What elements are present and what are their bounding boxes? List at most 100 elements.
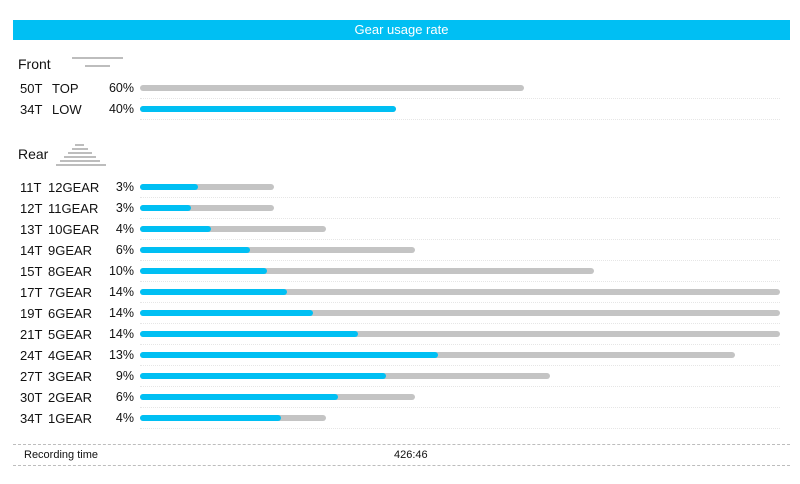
- usage-bar: [140, 226, 326, 232]
- usage-percent: 3%: [115, 201, 134, 215]
- gear-label: 10GEAR: [48, 222, 100, 237]
- recording-time-label: Recording time: [24, 449, 98, 461]
- teeth-label: 15T: [20, 264, 43, 279]
- gear-label: 1GEAR: [48, 411, 93, 426]
- rear-gear-row: 15T 8GEAR 10%: [0, 261, 800, 282]
- teeth-label: 17T: [20, 285, 43, 300]
- header-title: Gear usage rate: [13, 20, 790, 40]
- usage-percent: 40%: [108, 102, 134, 116]
- gear-label: 11GEAR: [48, 201, 99, 216]
- usage-bar: [140, 310, 780, 316]
- row-guide: [140, 197, 780, 198]
- rear-gear-row: 19T 6GEAR 14%: [0, 303, 800, 324]
- usage-bar-fill: [140, 331, 358, 337]
- rear-gear-row: 21T 5GEAR 14%: [0, 324, 800, 345]
- usage-percent: 60%: [108, 81, 134, 95]
- front-gear-row: 50T TOP 60%: [0, 78, 800, 99]
- rear-gear-row: 11T 12GEAR 3%: [0, 177, 800, 198]
- usage-bar: [140, 415, 326, 421]
- gear-label: TOP: [52, 81, 79, 96]
- gear-label: 6GEAR: [48, 306, 93, 321]
- gear-label: 7GEAR: [48, 285, 93, 300]
- gear-label: 3GEAR: [48, 369, 93, 384]
- row-guide: [140, 386, 780, 387]
- usage-bar-fill: [140, 352, 438, 358]
- divider: [13, 465, 790, 466]
- teeth-label: 30T: [20, 390, 43, 405]
- usage-percent: 4%: [115, 222, 134, 236]
- usage-bar-fill: [140, 226, 211, 232]
- row-guide: [140, 260, 780, 261]
- gear-label: 4GEAR: [48, 348, 93, 363]
- usage-percent: 6%: [115, 390, 134, 404]
- teeth-label: 34T: [20, 102, 43, 117]
- rear-section-title: Rear: [18, 146, 49, 162]
- usage-bar: [140, 85, 524, 91]
- gear-label: 9GEAR: [48, 243, 93, 258]
- usage-bar: [140, 184, 274, 190]
- rear-gear-row: 27T 3GEAR 9%: [0, 366, 800, 387]
- rear-gear-row: 12T 11GEAR 3%: [0, 198, 800, 219]
- usage-bar: [140, 205, 274, 211]
- divider: [13, 444, 790, 445]
- usage-bar: [140, 106, 396, 112]
- usage-bar-fill: [140, 184, 198, 190]
- usage-bar-fill: [140, 247, 250, 253]
- rear-gear-row: 34T 1GEAR 4%: [0, 408, 800, 429]
- rear-gear-row: 13T 10GEAR 4%: [0, 219, 800, 240]
- teeth-label: 14T: [20, 243, 43, 258]
- usage-bar-fill: [140, 106, 396, 112]
- gear-label: 2GEAR: [48, 390, 93, 405]
- usage-bar: [140, 268, 594, 274]
- front-chainring-icon: [72, 57, 124, 69]
- row-guide: [140, 344, 780, 345]
- usage-percent: 3%: [115, 180, 134, 194]
- gear-label: LOW: [52, 102, 82, 117]
- teeth-label: 34T: [20, 411, 43, 426]
- row-guide: [140, 407, 780, 408]
- usage-percent: 9%: [115, 369, 134, 383]
- usage-bar-fill: [140, 268, 267, 274]
- teeth-label: 19T: [20, 306, 43, 321]
- gear-label: 5GEAR: [48, 327, 93, 342]
- row-guide: [140, 119, 780, 120]
- usage-bar-fill: [140, 394, 338, 400]
- usage-percent: 14%: [108, 306, 134, 320]
- usage-percent: 10%: [108, 264, 134, 278]
- usage-bar: [140, 247, 415, 253]
- usage-percent: 14%: [108, 285, 134, 299]
- teeth-label: 24T: [20, 348, 43, 363]
- row-guide: [140, 323, 780, 324]
- usage-bar-fill: [140, 205, 191, 211]
- usage-percent: 13%: [108, 348, 134, 362]
- teeth-label: 13T: [20, 222, 43, 237]
- usage-bar-fill: [140, 415, 281, 421]
- usage-bar: [140, 352, 735, 358]
- usage-bar: [140, 394, 415, 400]
- rear-gear-row: 14T 9GEAR 6%: [0, 240, 800, 261]
- teeth-label: 11T: [20, 180, 42, 195]
- row-guide: [140, 428, 780, 429]
- row-guide: [140, 98, 780, 99]
- row-guide: [140, 218, 780, 219]
- usage-bar: [140, 331, 780, 337]
- row-guide: [140, 365, 780, 366]
- rear-gear-row: 30T 2GEAR 6%: [0, 387, 800, 408]
- teeth-label: 50T: [20, 81, 43, 96]
- row-guide: [140, 281, 780, 282]
- row-guide: [140, 302, 780, 303]
- rear-gear-row: 24T 4GEAR 13%: [0, 345, 800, 366]
- recording-time-value: 426:46: [394, 449, 428, 461]
- rear-gear-row: 17T 7GEAR 14%: [0, 282, 800, 303]
- teeth-label: 12T: [20, 201, 43, 216]
- usage-bar-fill: [140, 373, 386, 379]
- gear-label: 8GEAR: [48, 264, 93, 279]
- rear-cassette-icon: [54, 144, 108, 170]
- gear-label: 12GEAR: [48, 180, 100, 195]
- teeth-label: 21T: [20, 327, 43, 342]
- usage-bar-fill: [140, 310, 313, 316]
- front-section-title: Front: [18, 56, 51, 72]
- usage-percent: 6%: [115, 243, 134, 257]
- row-guide: [140, 239, 780, 240]
- usage-percent: 4%: [115, 411, 134, 425]
